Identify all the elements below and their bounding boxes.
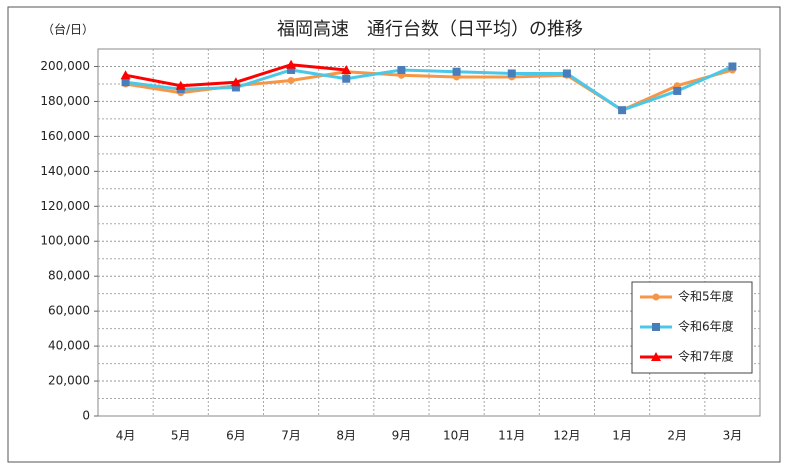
y-tick-label: 140,000 <box>40 164 90 178</box>
y-tick-label: 120,000 <box>40 199 90 213</box>
point <box>651 352 661 361</box>
point <box>728 62 737 71</box>
legend-label: 令和7年度 <box>678 349 734 364</box>
x-tick-label: 11月 <box>498 429 525 443</box>
y-tick-label: 160,000 <box>40 129 90 143</box>
x-tick-label: 5月 <box>171 429 191 443</box>
x-tick-label: 10月 <box>443 429 470 443</box>
y-tick-label: 60,000 <box>48 304 90 318</box>
x-tick-label: 7月 <box>281 429 301 443</box>
point <box>175 80 186 90</box>
y-tick-label: 200,000 <box>40 59 90 73</box>
point <box>507 69 516 78</box>
y-tick-label: 80,000 <box>48 269 90 283</box>
point <box>618 106 627 115</box>
point <box>287 65 296 74</box>
point <box>230 77 241 87</box>
series-line <box>125 65 734 112</box>
y-tick-label: 20,000 <box>48 374 90 388</box>
point <box>121 78 130 87</box>
point <box>562 69 571 78</box>
point <box>652 293 660 301</box>
point <box>397 65 406 74</box>
point <box>673 86 682 95</box>
chart-title: 福岡高速 通行台数（日平均）の推移 <box>277 19 583 40</box>
point <box>287 76 295 84</box>
x-tick-label: 12月 <box>553 429 580 443</box>
y-tick-label: 0 <box>82 409 90 423</box>
legend-label: 令和5年度 <box>678 289 734 304</box>
point <box>342 74 351 83</box>
point <box>120 70 131 80</box>
y-axis-label: （台/日） <box>42 22 94 37</box>
point <box>286 59 297 69</box>
point <box>341 64 352 74</box>
x-tick-label: 9月 <box>392 429 412 443</box>
x-tick-label: 1月 <box>612 429 632 443</box>
point <box>652 323 660 331</box>
x-tick-label: 6月 <box>226 429 246 443</box>
y-tick-label: 100,000 <box>40 234 90 248</box>
y-tick-label: 40,000 <box>48 339 90 353</box>
point <box>231 83 240 92</box>
point <box>452 67 461 76</box>
x-tick-label: 3月 <box>723 429 743 443</box>
x-tick-label: 2月 <box>667 429 687 443</box>
x-tick-label: 4月 <box>116 429 136 443</box>
legend-label: 令和6年度 <box>678 319 734 334</box>
x-tick-label: 8月 <box>336 429 356 443</box>
y-tick-label: 180,000 <box>40 94 90 108</box>
